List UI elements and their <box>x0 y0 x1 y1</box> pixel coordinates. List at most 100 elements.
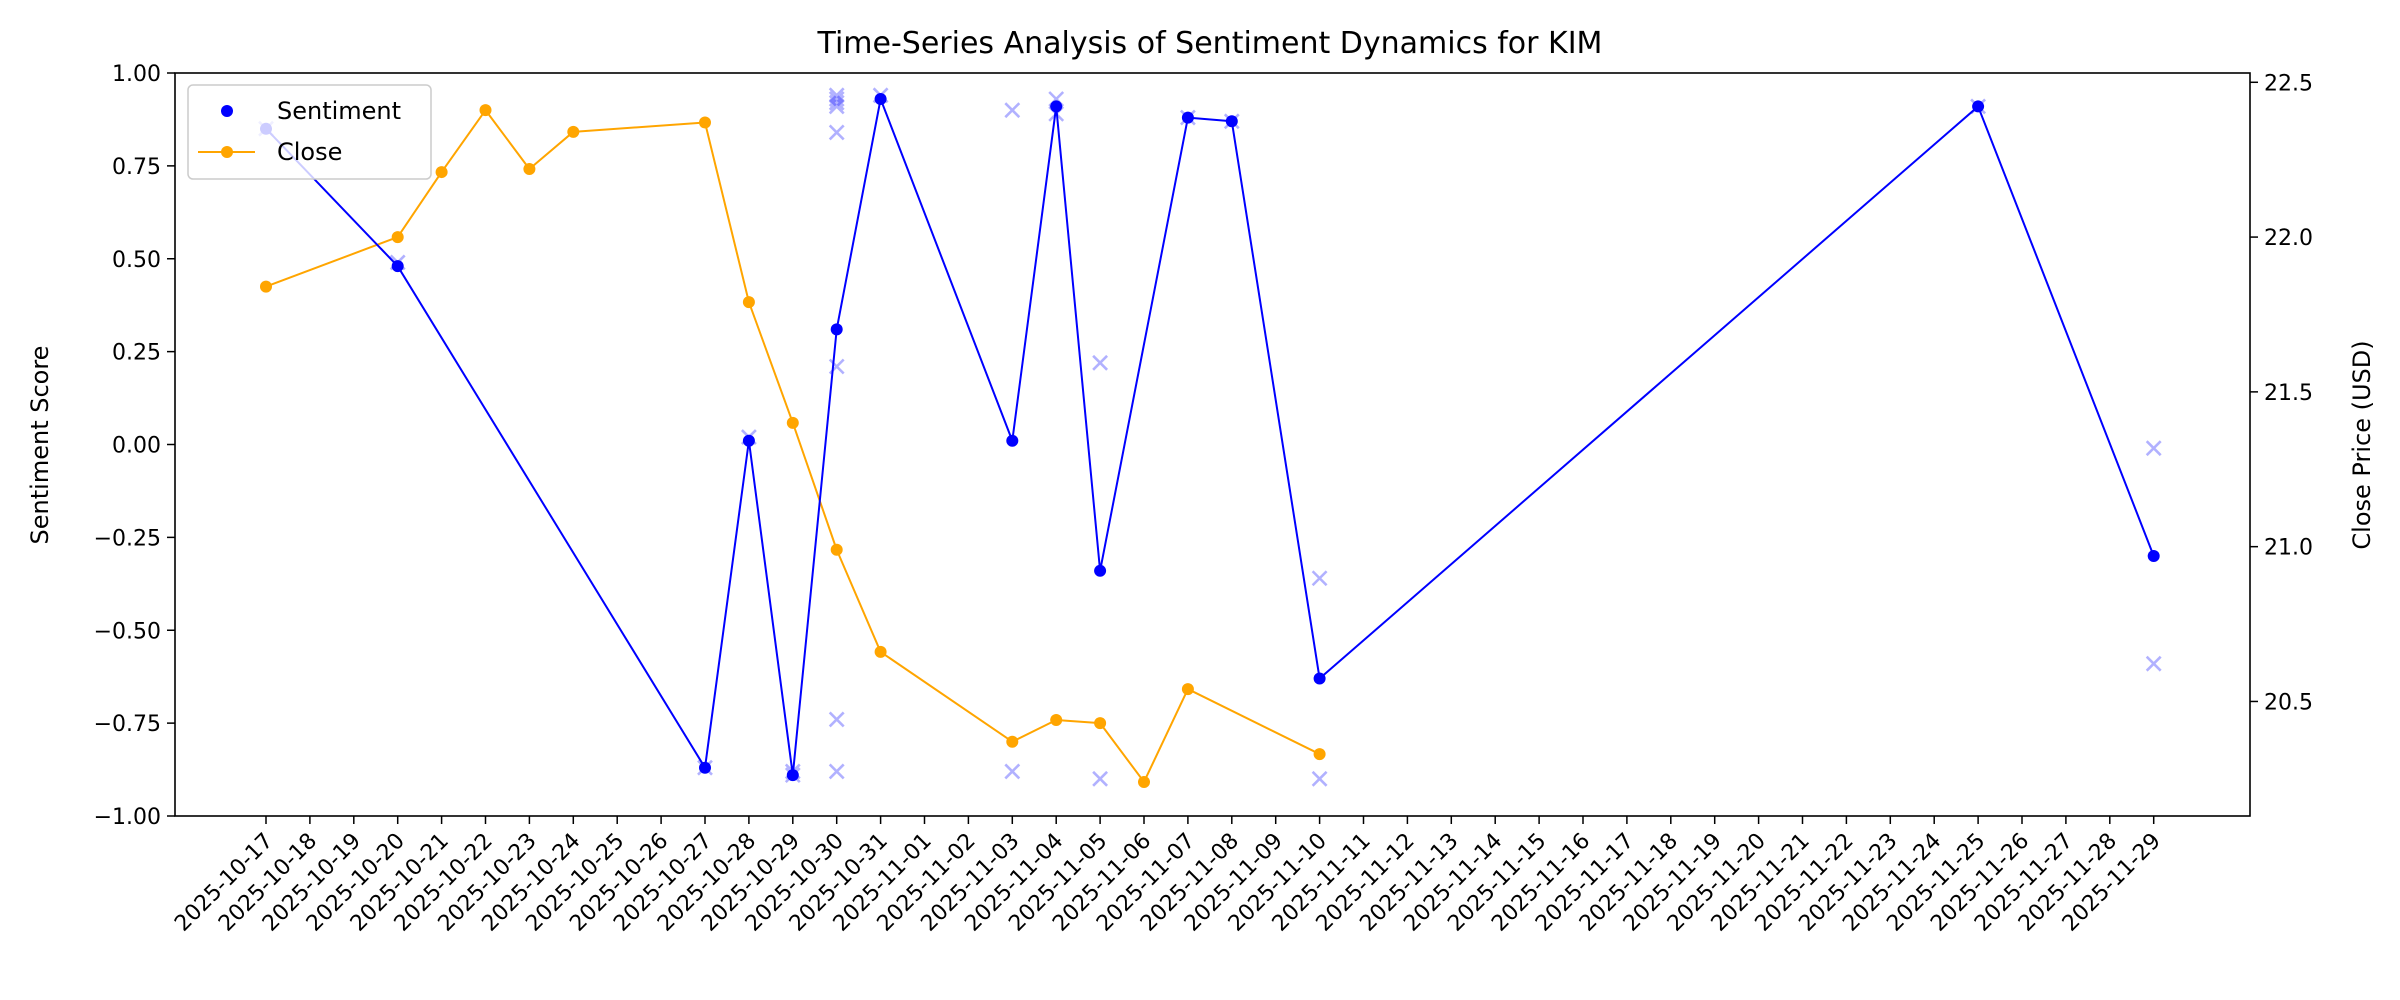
individual-score-stroke <box>1004 763 1021 780</box>
close-point <box>260 280 272 293</box>
legend-box <box>187 84 432 180</box>
sentiment-point <box>391 260 404 273</box>
individual-score-stroke <box>828 763 845 780</box>
individual-score-marker <box>1004 763 1021 780</box>
individual-score-stroke <box>2145 440 2162 457</box>
individual-score-marker <box>828 124 845 141</box>
right-y-axis: 22.5 22.0 21.5 21.0 20.5 <box>2250 71 2313 715</box>
individual-score-stroke <box>828 124 845 141</box>
individual-score-stroke <box>2145 655 2162 672</box>
left-y-tick-label: −0.50 <box>94 619 161 644</box>
individual-score-stroke <box>1092 770 1109 787</box>
close-point <box>435 166 448 179</box>
right-y-tick-label: 20.5 <box>2264 690 2313 715</box>
close-point <box>1094 717 1107 730</box>
sentiment-point <box>786 769 799 782</box>
left-y-axis: 1.00 0.75 0.50 0.25 0.00 −0.25 −0.50 −0.75 −1.00 <box>94 62 175 830</box>
legend-sentiment-label: Sentiment <box>277 97 401 125</box>
sentiment-point <box>1181 111 1194 124</box>
legend-sentiment-marker <box>221 105 233 117</box>
legend-close-label: Close <box>277 138 342 166</box>
individual-score-marker <box>1311 570 1328 587</box>
left-y-tick-label: −1.00 <box>94 805 161 830</box>
close-point <box>391 231 404 244</box>
close-point <box>830 543 843 556</box>
left-y-tick-label: 1.00 <box>112 62 161 87</box>
right-y-tick-label: 22.0 <box>2264 226 2313 251</box>
plot-area <box>258 87 2162 788</box>
chart-title: Time-Series Analysis of Sentiment Dynami… <box>817 26 1603 61</box>
individual-score-stroke <box>828 711 845 728</box>
individual-score-marker <box>828 98 845 115</box>
left-y-tick-label: −0.25 <box>94 526 161 551</box>
individual-score-stroke <box>828 711 845 728</box>
individual-score-stroke <box>1092 770 1109 787</box>
individual-score-marker <box>828 763 845 780</box>
left-y-tick-label: 0.25 <box>112 341 161 366</box>
close-point <box>699 116 711 129</box>
individual-score-marker <box>1092 354 1109 371</box>
individual-score-stroke <box>828 98 845 115</box>
individual-score-stroke <box>1004 102 1021 119</box>
close-point <box>1138 775 1150 788</box>
individual-score-stroke <box>828 91 845 107</box>
sentiment-point <box>699 761 711 774</box>
sentiment-point <box>1094 564 1107 577</box>
close-point <box>1050 714 1063 727</box>
individual-score-stroke <box>828 87 845 104</box>
individual-score-marker <box>2145 655 2162 672</box>
close-point <box>742 296 755 309</box>
individual-score-stroke <box>2145 440 2162 457</box>
individual-score-marker <box>828 91 845 107</box>
sentiment-point <box>874 93 887 106</box>
left-y-tick-label: 0.50 <box>112 248 161 273</box>
individual-score-stroke <box>1092 354 1109 371</box>
individual-score-marker <box>828 87 845 104</box>
individual-score-marker <box>1311 770 1328 787</box>
individual-score-marker <box>828 711 845 728</box>
individual-score-stroke <box>1311 770 1328 787</box>
close-point <box>874 645 887 658</box>
sentiment-point <box>1050 100 1063 113</box>
sentiment-point <box>1972 100 1985 113</box>
individual-score-stroke <box>1004 763 1021 780</box>
individual-score-marker <box>1004 102 1021 119</box>
individual-score-stroke <box>2145 655 2162 672</box>
individual-score-stroke <box>828 94 845 111</box>
right-y-tick-label: 22.5 <box>2264 71 2313 96</box>
individual-score-stroke <box>828 124 845 141</box>
individual-score-stroke <box>828 91 845 107</box>
sentiment-point <box>1006 434 1019 447</box>
individual-score-stroke <box>828 87 845 104</box>
left-y-tick-label: 0.00 <box>112 434 161 459</box>
individual-score-stroke <box>1311 770 1328 787</box>
sentiment-point <box>742 434 755 447</box>
individual-score-stroke <box>1092 354 1109 371</box>
sentiment-point <box>830 323 843 336</box>
close-point <box>1181 683 1194 696</box>
x-axis: 2025-10-172025-10-182025-10-192025-10-20… <box>170 816 2166 937</box>
legend: Sentiment Close <box>187 84 432 180</box>
close-point <box>479 104 492 117</box>
sentiment-series-layer <box>260 93 2160 782</box>
close-point <box>523 162 536 175</box>
left-y-tick-label: 0.75 <box>112 155 161 180</box>
individual-score-marker <box>828 94 845 111</box>
sentiment-point <box>2147 549 2160 562</box>
individual-score-stroke <box>828 763 845 780</box>
legend-close-marker <box>221 146 233 158</box>
right-y-axis-label: Close Price (USD) <box>2348 340 2376 549</box>
individual-score-marker <box>1092 770 1109 787</box>
close-point <box>1006 735 1019 748</box>
right-y-tick-label: 21.0 <box>2264 536 2313 561</box>
individual-score-stroke <box>1004 102 1021 119</box>
close-point <box>1313 748 1326 761</box>
left-y-tick-label: −0.75 <box>94 712 161 737</box>
sentiment-point <box>1225 115 1238 128</box>
sentiment-point <box>1313 672 1326 685</box>
individual-score-stroke <box>828 358 845 375</box>
close-point <box>567 125 580 138</box>
individual-score-stroke <box>828 98 845 115</box>
left-y-axis-label: Sentiment Score <box>26 346 54 545</box>
